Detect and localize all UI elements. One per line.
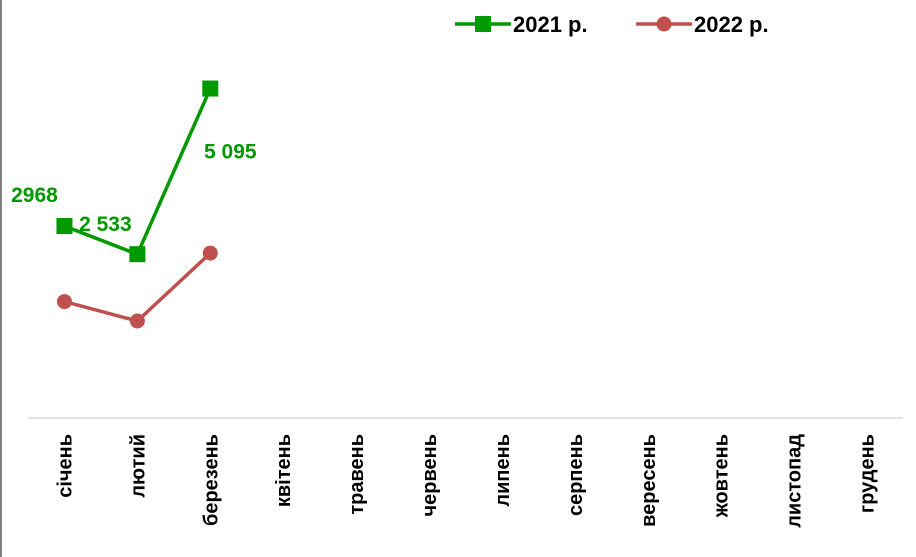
data-label: 2968 bbox=[11, 184, 58, 207]
data-label: 5 095 bbox=[204, 141, 257, 164]
legend-label-2: 2022 р. bbox=[694, 12, 769, 37]
series-1-point bbox=[129, 246, 146, 263]
data-label: 2 533 bbox=[79, 213, 132, 236]
x-tick-label: грудень bbox=[857, 434, 879, 513]
x-axis-tick-labels: січень лютий березень квітень травень червень… bbox=[54, 434, 878, 528]
x-tick-label: червень bbox=[419, 434, 441, 516]
x-tick-label: січень bbox=[54, 434, 76, 498]
legend-marker-circle bbox=[656, 16, 672, 32]
legend-label-1: 2021 р. bbox=[513, 12, 588, 37]
x-tick-label: травень bbox=[346, 434, 368, 515]
series-2-point bbox=[129, 313, 145, 329]
series-1-point bbox=[56, 218, 73, 235]
x-tick-label: листопад bbox=[784, 434, 806, 528]
x-tick-label: липень bbox=[492, 434, 514, 507]
x-tick-label: вересень bbox=[638, 434, 660, 527]
x-tick-label: серпень bbox=[565, 434, 587, 516]
series-layer: 2968 2 533 5 095 bbox=[11, 80, 257, 329]
x-tick-label: квітень bbox=[273, 434, 295, 507]
series-2-point bbox=[56, 294, 72, 310]
x-tick-label: березень bbox=[200, 434, 222, 526]
x-tick-label: жовтень bbox=[711, 434, 733, 518]
series-1-point bbox=[202, 80, 219, 97]
series-line-2 bbox=[64, 251, 212, 323]
legend: 2021 р. 2022 р. bbox=[455, 12, 769, 37]
x-tick-label: лютий bbox=[127, 434, 149, 498]
legend-marker-square bbox=[475, 16, 491, 32]
series-2-point bbox=[202, 245, 218, 261]
